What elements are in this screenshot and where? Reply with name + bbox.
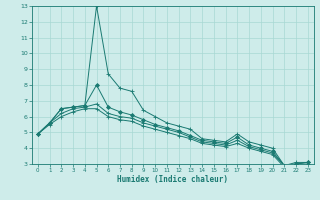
X-axis label: Humidex (Indice chaleur): Humidex (Indice chaleur)	[117, 175, 228, 184]
